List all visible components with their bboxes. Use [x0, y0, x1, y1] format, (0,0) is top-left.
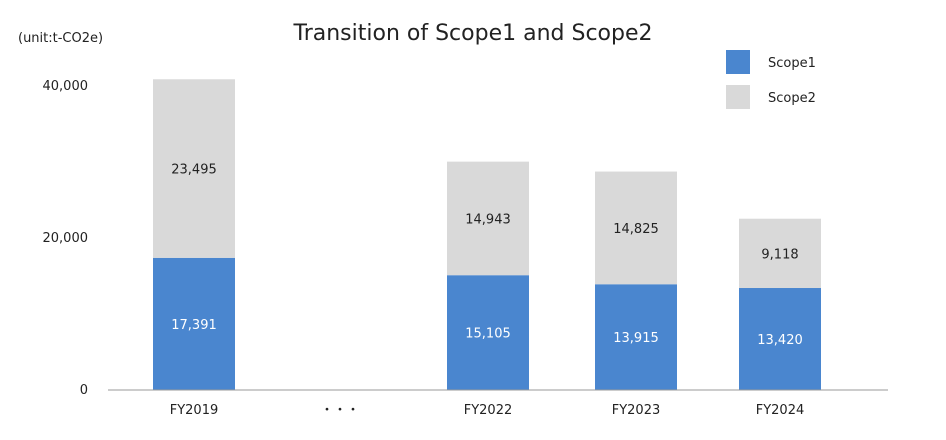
x-tick-label: FY2024	[756, 403, 805, 418]
y-axis-ticks: 0 20,000 40,000	[43, 79, 89, 398]
data-label: 17,391	[171, 318, 217, 333]
x-tick-label: FY2019	[170, 403, 219, 418]
bar-scope2-0	[153, 79, 235, 258]
unit-label: (unit:t-CO2e)	[18, 31, 103, 46]
legend-label: Scope2	[768, 91, 816, 106]
bar-scope1-0	[153, 257, 235, 390]
data-label: 15,105	[465, 327, 511, 342]
data-label: 9,118	[761, 247, 798, 262]
chart-title: Transition of Scope1 and Scope2	[293, 21, 653, 46]
bar-scope1-3	[595, 284, 677, 390]
bar-scope2-3	[595, 171, 677, 285]
bar-scope2-4	[739, 218, 821, 289]
x-tick-label: FY2022	[464, 403, 513, 418]
data-label: 23,495	[171, 163, 217, 178]
legend-swatch-scope1	[726, 50, 750, 74]
data-label: 13,915	[613, 331, 659, 346]
y-tick-label: 0	[80, 383, 88, 398]
data-label: 14,943	[465, 212, 511, 227]
legend-swatch-scope2	[726, 85, 750, 109]
legend: Scope1 Scope2	[726, 50, 816, 109]
bar-scope2-2	[447, 161, 529, 276]
data-label: 14,825	[613, 222, 659, 237]
data-label: 13,420	[757, 333, 803, 348]
x-tick-label: ・・・	[320, 403, 359, 418]
legend-label: Scope1	[768, 56, 816, 71]
bar-scope1-2	[447, 275, 529, 390]
x-tick-label: FY2023	[612, 403, 661, 418]
y-tick-label: 20,000	[43, 231, 89, 246]
bars: 17,391 23,495 15,105 14,943 13,915 14,825 13,4…	[153, 79, 821, 390]
x-axis-ticks: FY2019 ・・・ FY2022 FY2023 FY2024	[170, 403, 805, 418]
bar-scope1-4	[739, 288, 821, 390]
y-tick-label: 40,000	[43, 79, 89, 94]
